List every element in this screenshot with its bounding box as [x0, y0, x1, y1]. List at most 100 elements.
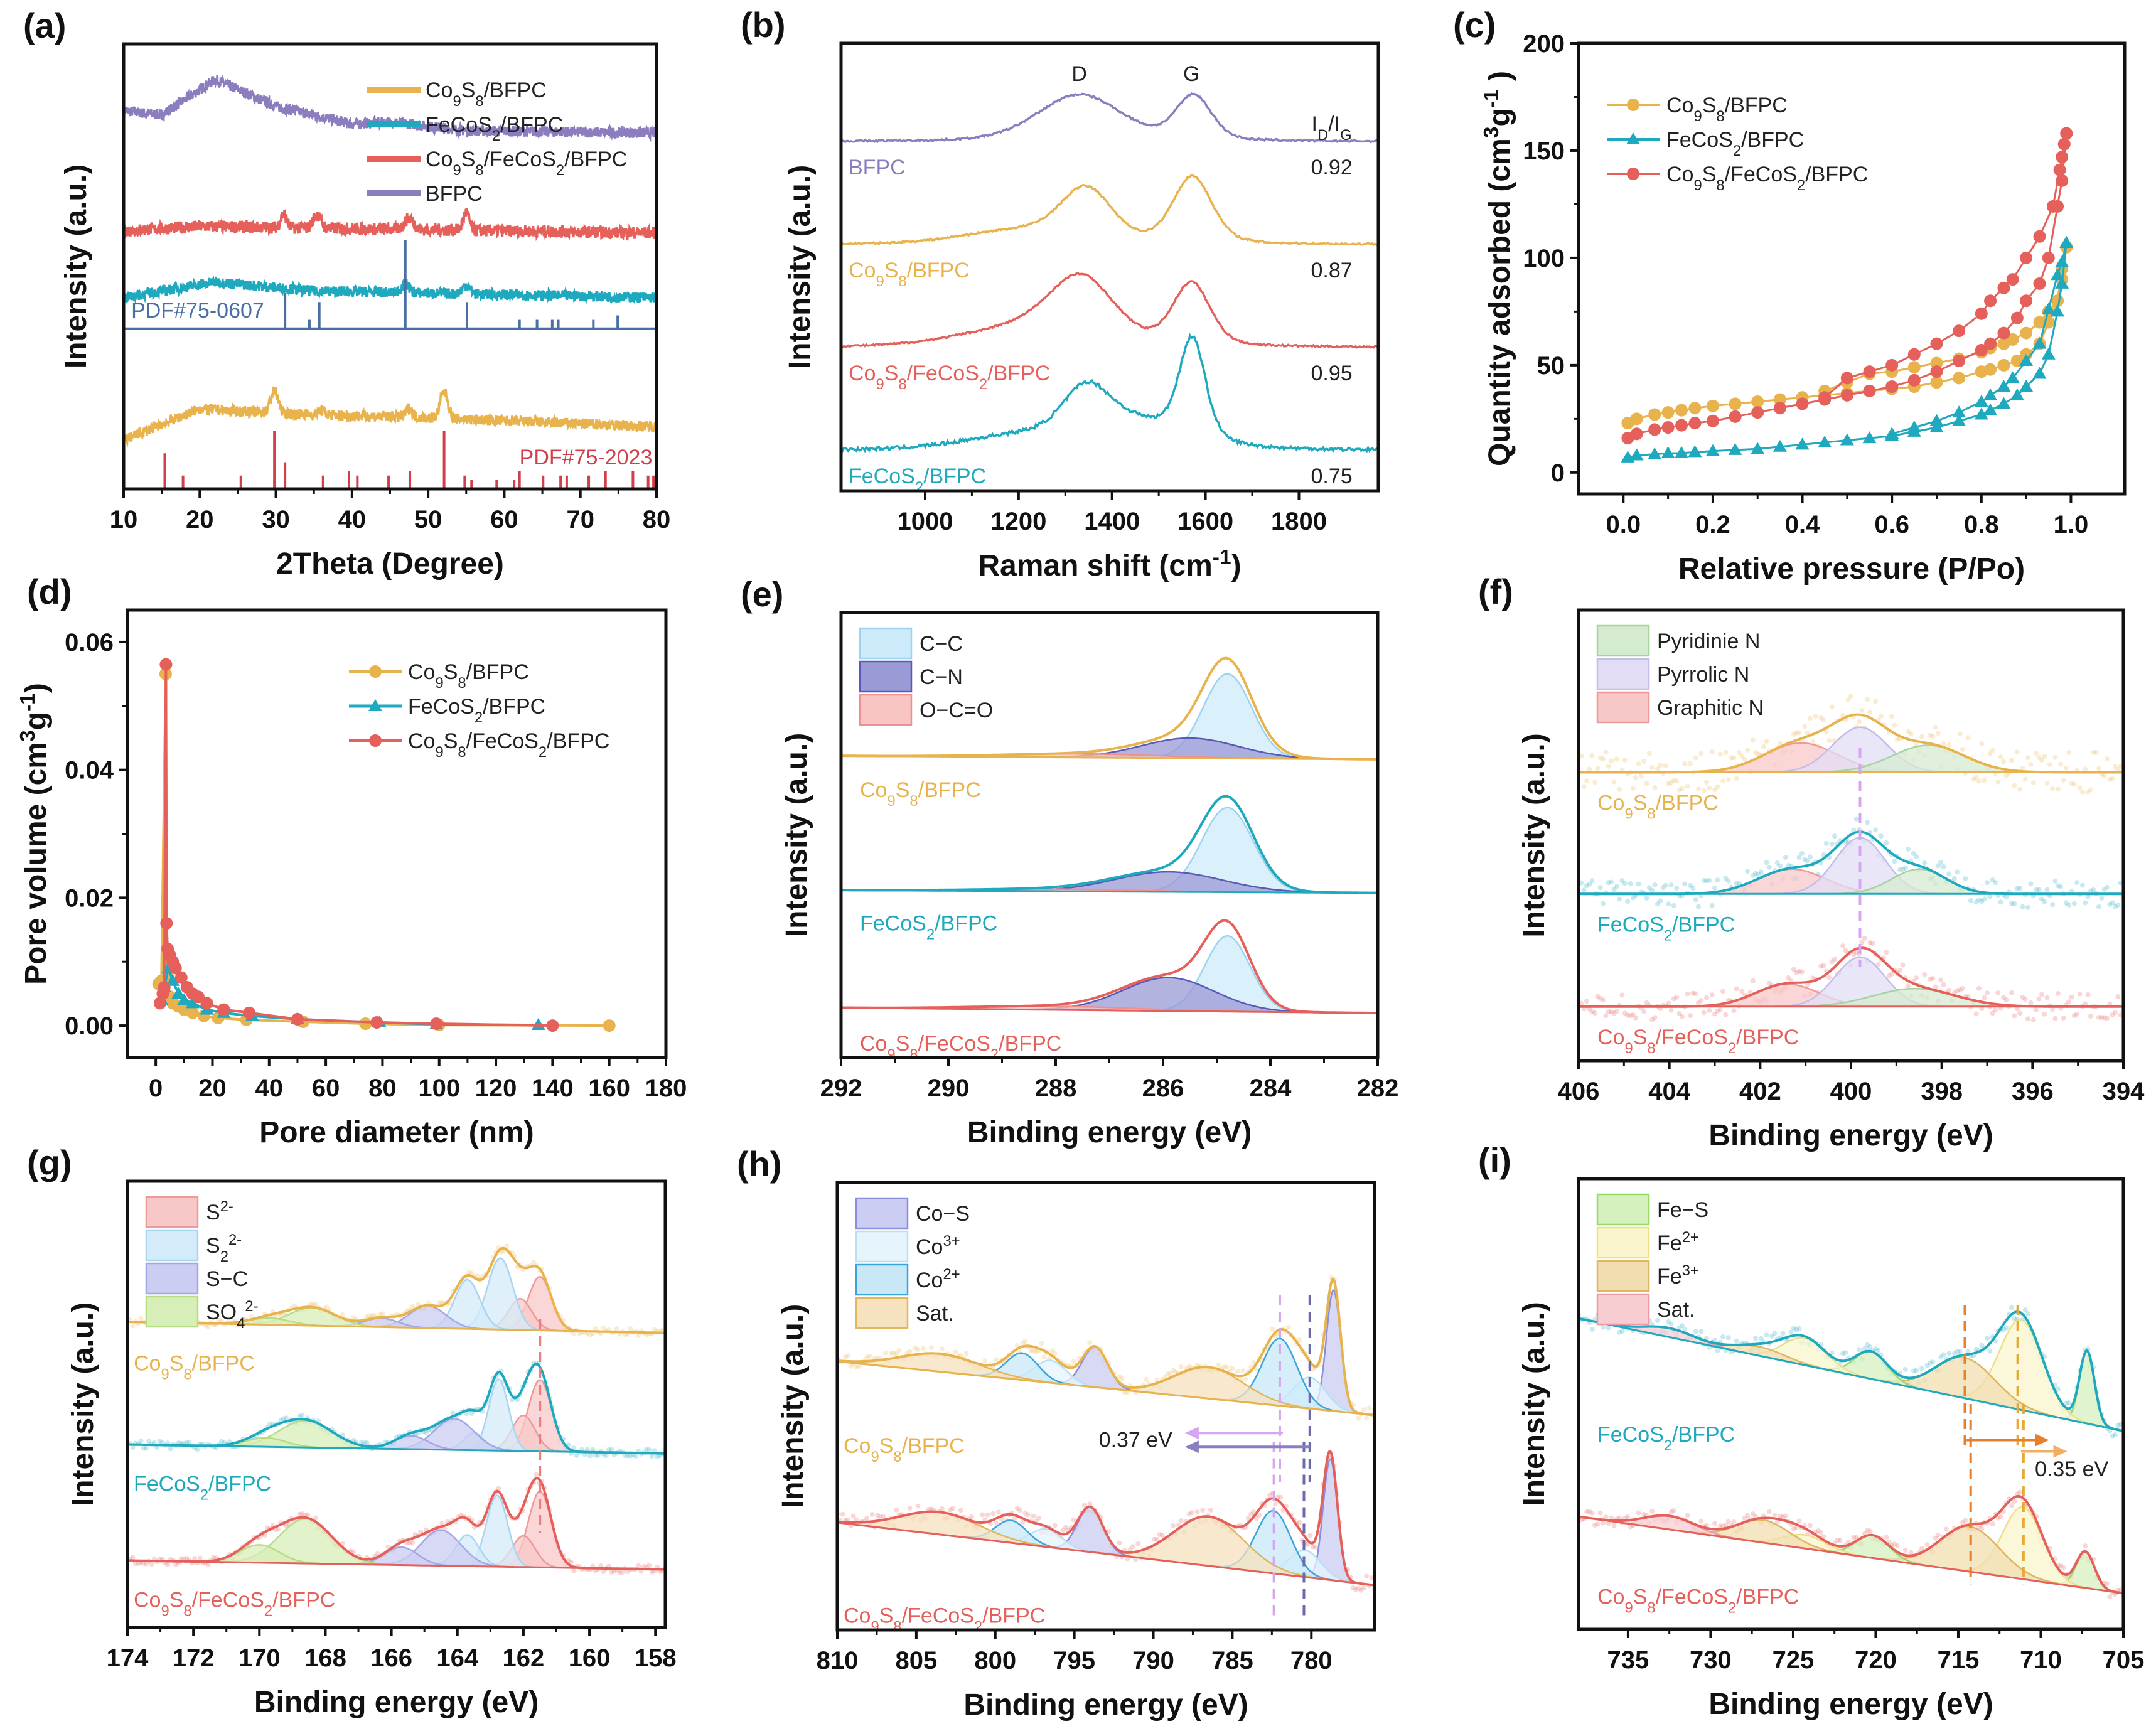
raw-data-point	[1685, 1513, 1690, 1518]
data-point-triangle	[2041, 302, 2056, 314]
text-part: 9	[887, 1046, 895, 1063]
raw-data-point	[1889, 971, 1895, 977]
raw-data-point	[1712, 1521, 1717, 1526]
legend-swatch	[1596, 1193, 1650, 1226]
raw-data-point	[1200, 1507, 1206, 1513]
raw-data-point	[2074, 1011, 2080, 1017]
raw-data-point	[1356, 1416, 1361, 1422]
fit-baseline	[837, 1521, 1375, 1587]
text-part: 2+	[1682, 1229, 1699, 1246]
raw-data-point	[1955, 1349, 1960, 1354]
raw-data-point	[2001, 759, 2007, 764]
raw-data-point	[1742, 1516, 1747, 1521]
text-part: Fe	[1657, 1231, 1682, 1255]
text-part: S	[444, 729, 458, 753]
legend-label: Sat.	[916, 1302, 953, 1326]
data-point-triangle	[1675, 446, 1689, 459]
data-point-circle	[369, 734, 382, 747]
raw-data-point	[1622, 881, 1628, 886]
y-axis-label: Intensity (a.u.)	[780, 733, 813, 937]
raw-data-point	[1971, 776, 1976, 782]
text-part: 8	[475, 162, 483, 179]
raw-data-point	[1884, 1535, 1889, 1540]
raw-data-point	[1633, 774, 1639, 780]
shift-label: 0.35 eV	[2035, 1457, 2109, 1481]
data-point-circle	[1773, 393, 1786, 406]
x-tick-label: 40	[255, 1075, 284, 1102]
raw-data-point	[2050, 1007, 2056, 1012]
series-label: Co9S8/BFPC	[860, 778, 981, 810]
raw-data-point	[1674, 885, 1680, 891]
raw-data-point	[205, 1324, 211, 1329]
raw-data-point	[2077, 991, 2083, 997]
raw-data-point	[1758, 1336, 1764, 1341]
raw-data-point	[2028, 761, 2034, 767]
x-tick-label: 292	[820, 1075, 862, 1102]
raw-data-point	[1873, 827, 1879, 833]
raw-data-point	[1935, 731, 1941, 736]
data-point-triangle	[1952, 405, 1966, 418]
text-part: FeCoS	[860, 912, 926, 936]
raw-data-point	[297, 1413, 303, 1419]
raw-data-point	[1178, 1364, 1184, 1369]
data-point-circle	[1930, 365, 1943, 378]
text-part: 2+	[943, 1266, 960, 1283]
data-point-circle	[169, 962, 182, 975]
raw-data-point	[1014, 1505, 1020, 1511]
raw-data-point	[1614, 1009, 1619, 1014]
raw-data-point	[582, 1452, 587, 1457]
raw-data-point	[1957, 1349, 1963, 1354]
raw-data-point	[1867, 940, 1873, 945]
raw-data-point	[2055, 990, 2061, 996]
raw-data-point	[1649, 764, 1655, 770]
text-part: 9	[887, 792, 895, 809]
raw-data-point	[1922, 972, 1928, 977]
raw-data-point	[1071, 1359, 1076, 1364]
raw-data-point	[1791, 1526, 1796, 1531]
raw-data-point	[1581, 887, 1587, 893]
raw-data-point	[184, 1440, 190, 1445]
raw-data-point	[1052, 1523, 1058, 1528]
raw-data-point	[2003, 1325, 2009, 1331]
panel-label: (g)	[27, 1143, 72, 1182]
raw-data-point	[1614, 884, 1619, 889]
raw-data-point	[173, 1562, 179, 1568]
data-point-triangle	[1885, 427, 1899, 439]
data-point-circle	[1907, 361, 1921, 374]
text-part: Sat.	[916, 1302, 953, 1326]
text-part: S	[1633, 1585, 1648, 1609]
raw-data-point	[350, 1315, 356, 1321]
y-axis-label: Intensity (a.u.)	[776, 1304, 810, 1508]
raw-data-point	[2012, 783, 2017, 788]
raw-data-point	[1666, 901, 1671, 907]
raw-data-point	[1892, 1541, 1897, 1547]
raw-data-point	[1908, 731, 1914, 737]
legend-label: Co3+	[916, 1233, 960, 1260]
raw-data-point	[1033, 1349, 1039, 1354]
raw-data-point	[1739, 753, 1745, 759]
raw-data-point	[2001, 995, 2007, 1000]
raw-data-point	[2061, 1015, 2066, 1021]
raw-data-point	[649, 1454, 655, 1459]
raw-data-point	[1638, 773, 1644, 779]
text-part: 2	[264, 1602, 272, 1619]
raw-data-point	[1851, 951, 1857, 957]
axes-frame	[126, 1179, 667, 1629]
raw-data-point	[1739, 989, 1745, 994]
panel-f: (f) 406 404 402 400 398 396 394 Binding energy (…	[1478, 572, 2145, 1152]
raw-data-point	[1617, 786, 1622, 792]
arrow-head-icon	[2053, 1445, 2068, 1458]
raw-data-point	[1698, 1518, 1704, 1524]
raw-data-point	[1985, 990, 1990, 996]
raw-data-point	[1976, 985, 1982, 991]
raw-data-point	[1957, 987, 1963, 993]
plot-area	[124, 74, 657, 489]
raman-line	[841, 272, 1378, 349]
raw-data-point	[1601, 756, 1606, 761]
raw-data-point	[1799, 850, 1805, 856]
raw-data-point	[305, 1512, 311, 1518]
text-part: 3+	[1682, 1262, 1699, 1279]
raw-data-point	[2050, 902, 2056, 908]
legend-swatch	[1596, 658, 1650, 690]
raw-data-point	[2044, 995, 2050, 1000]
